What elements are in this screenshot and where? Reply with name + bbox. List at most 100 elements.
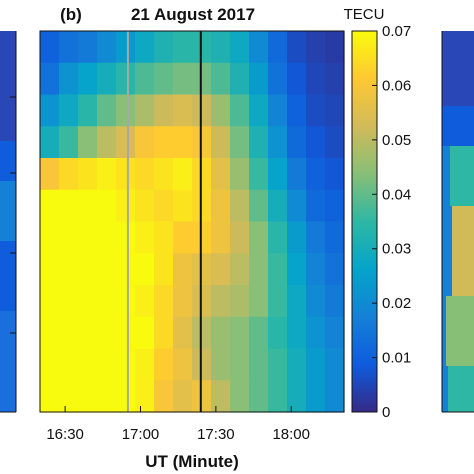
heatmap-cell: [268, 221, 288, 254]
heatmap-cell: [78, 380, 98, 413]
heatmap-cell: [268, 94, 288, 127]
heatmap-cell: [97, 126, 117, 159]
heatmap-cell: [116, 316, 136, 350]
heatmap-cell: [249, 126, 269, 159]
heatmap-cell: [192, 189, 212, 223]
heatmap-cell: [173, 31, 193, 64]
heatmap-cell: [325, 316, 345, 350]
heatmap-cell: [268, 380, 288, 413]
colorbar-tick-label: 0.02: [382, 295, 411, 312]
heatmap-cell: [211, 221, 231, 254]
heatmap-cell: [59, 221, 79, 254]
heatmap-cell: [78, 189, 98, 223]
heatmap-cell: [306, 348, 326, 381]
heatmap-cell: [154, 253, 174, 286]
event-lines: [126, 31, 202, 412]
heatmap-cell: [249, 94, 269, 127]
heatmap-cell: [268, 253, 288, 286]
heatmap-cell: [249, 221, 269, 254]
heatmap-cell: [287, 316, 307, 350]
heatmap-cell: [249, 158, 269, 191]
heatmap-cell: [211, 62, 231, 96]
heatmap-cell: [306, 126, 326, 159]
panel-label: (b): [60, 5, 82, 24]
heatmap-cell: [268, 189, 288, 223]
heatmap-cell: [211, 189, 231, 223]
heatmap-cell: [97, 31, 117, 64]
heatmap-cell: [306, 31, 326, 64]
heatmap-cell: [40, 126, 60, 159]
heatmap-cell: [287, 380, 307, 413]
heatmap-cell: [230, 380, 250, 413]
x-tick-label: 16:30: [46, 426, 84, 443]
heatmap-cell: [40, 253, 60, 286]
colorbar: [351, 30, 378, 413]
heatmap-cell: [154, 221, 174, 254]
heatmap-cell: [173, 285, 193, 318]
heatmap-cell: [59, 94, 79, 127]
heatmap-cell: [287, 285, 307, 318]
heatmap-cell: [325, 253, 345, 286]
colorbar-tick-label: 0.06: [382, 77, 411, 94]
heatmap-cell: [192, 221, 212, 254]
heatmap-cell: [230, 221, 250, 254]
heatmap-cell: [59, 285, 79, 318]
right-neighbor-panel: [441, 31, 474, 413]
heatmap-cell: [268, 316, 288, 350]
heatmap-cells: [40, 31, 345, 413]
left-neighbor-panel: [0, 31, 17, 413]
heatmap-cell: [59, 380, 79, 413]
heatmap-cell: [59, 253, 79, 286]
heatmap-cell: [325, 158, 345, 191]
heatmap-cell: [306, 285, 326, 318]
heatmap-cell: [325, 221, 345, 254]
heatmap-cell: [287, 31, 307, 64]
heatmap-cell: [78, 126, 98, 159]
heatmap-cell: [116, 348, 136, 381]
heatmap-cell: [116, 31, 136, 64]
colorbar-tick-label: 0.04: [382, 186, 411, 203]
heatmap-cell: [211, 253, 231, 286]
heatmap-cell: [97, 94, 117, 127]
heatmap-cell: [116, 380, 136, 413]
heatmap-cell: [135, 126, 155, 159]
heatmap-cell: [116, 253, 136, 286]
heatmap-cell: [211, 348, 231, 381]
colorbar-ticks: 0 0.01 0.02 0.03 0.04 0.05 0.06 0.07: [372, 23, 411, 421]
heatmap-cell: [116, 189, 136, 223]
colorbar-tick-label: 0.07: [382, 23, 411, 40]
heatmap-cell: [78, 316, 98, 350]
heatmap-cell: [135, 348, 155, 381]
heatmap-cell: [325, 31, 345, 64]
heatmap-cell: [135, 158, 155, 191]
heatmap-cell: [97, 316, 117, 350]
heatmap-cell: [135, 316, 155, 350]
heatmap-cell: [135, 253, 155, 286]
heatmap-cell: [230, 31, 250, 64]
heatmap-cell: [154, 285, 174, 318]
colorbar-label: TECU: [344, 6, 385, 23]
heatmap-cell: [325, 285, 345, 318]
heatmap-cell: [40, 285, 60, 318]
heatmap-cell: [230, 348, 250, 381]
heatmap-cell: [268, 126, 288, 159]
heatmap-cell: [78, 158, 98, 191]
heatmap-cell: [306, 380, 326, 413]
heatmap-cell: [173, 126, 193, 159]
plot-frame: [39, 30, 345, 413]
heatmap-cell: [192, 253, 212, 286]
heatmap-cell: [287, 158, 307, 191]
heatmap-cell: [135, 94, 155, 127]
heatmap-cell: [135, 31, 155, 64]
heatmap-cell: [325, 348, 345, 381]
heatmap-cell: [97, 189, 117, 223]
heatmap-cell: [78, 94, 98, 127]
heatmap-cell: [249, 253, 269, 286]
heatmap-cell: [97, 285, 117, 318]
heatmap-cell: [135, 62, 155, 96]
heatmap-cell: [154, 348, 174, 381]
heatmap-cell: [116, 62, 136, 96]
colorbar-tick-label: 0.05: [382, 132, 411, 149]
heatmap-cell: [40, 221, 60, 254]
heatmap-cell: [59, 158, 79, 191]
